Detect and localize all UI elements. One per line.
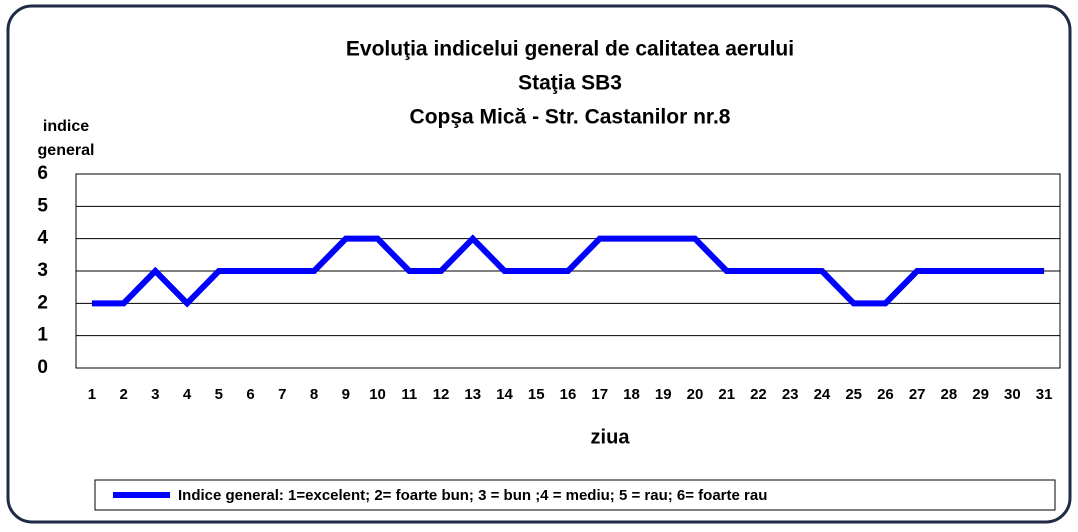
x-tick-label: 30 — [1004, 386, 1021, 403]
x-tick-label: 23 — [782, 386, 799, 403]
y-tick-label: 2 — [37, 292, 48, 313]
x-tick-label: 8 — [310, 386, 318, 403]
x-tick-label: 15 — [528, 386, 545, 403]
y-axis-label: general — [38, 142, 95, 159]
y-tick-label: 1 — [37, 325, 48, 346]
x-tick-label: 17 — [591, 386, 608, 403]
x-tick-label: 10 — [369, 386, 386, 403]
x-tick-label: 12 — [433, 386, 450, 403]
y-axis-label: indice — [43, 118, 89, 135]
x-tick-label: 3 — [151, 386, 159, 403]
x-tick-label: 9 — [342, 386, 350, 403]
y-tick-label: 4 — [37, 228, 48, 249]
x-tick-label: 19 — [655, 386, 672, 403]
chart-title: Copşa Mică - Str. Castanilor nr.8 — [410, 106, 731, 129]
data-line — [91, 234, 1045, 308]
x-tick-label: 25 — [845, 386, 862, 403]
x-tick-label: 24 — [814, 386, 831, 403]
x-tick-label: 16 — [560, 386, 577, 403]
y-tick-label: 5 — [37, 195, 48, 216]
x-tick-label: 7 — [278, 386, 286, 403]
x-tick-label: 5 — [215, 386, 223, 403]
x-tick-label: 1 — [88, 386, 96, 403]
x-tick-label: 28 — [941, 386, 958, 403]
y-tick-label: 0 — [37, 357, 48, 378]
x-tick-label: 20 — [687, 386, 704, 403]
x-tick-label: 4 — [183, 386, 192, 403]
x-tick-label: 22 — [750, 386, 767, 403]
chart-title: Evoluţia indicelui general de calitatea … — [346, 38, 794, 61]
x-tick-label: 11 — [401, 386, 417, 403]
legend-label: Indice general: 1=excelent; 2= foarte bu… — [178, 487, 767, 504]
x-tick-label: 14 — [496, 386, 513, 403]
x-tick-label: 31 — [1036, 386, 1053, 403]
legend-box — [94, 479, 1056, 511]
x-tick-label: 27 — [909, 386, 926, 403]
x-axis-label: ziua — [591, 426, 631, 448]
x-tick-label: 2 — [119, 386, 127, 403]
x-tick-label: 29 — [972, 386, 989, 403]
y-tick-label: 3 — [37, 260, 48, 281]
x-tick-label: 13 — [464, 386, 481, 403]
x-tick-label: 21 — [718, 386, 735, 403]
y-tick-label: 6 — [37, 163, 48, 184]
chart-title: Staţia SB3 — [518, 72, 622, 95]
x-tick-label: 26 — [877, 386, 894, 403]
x-tick-label: 6 — [246, 386, 254, 403]
x-tick-label: 18 — [623, 386, 640, 403]
